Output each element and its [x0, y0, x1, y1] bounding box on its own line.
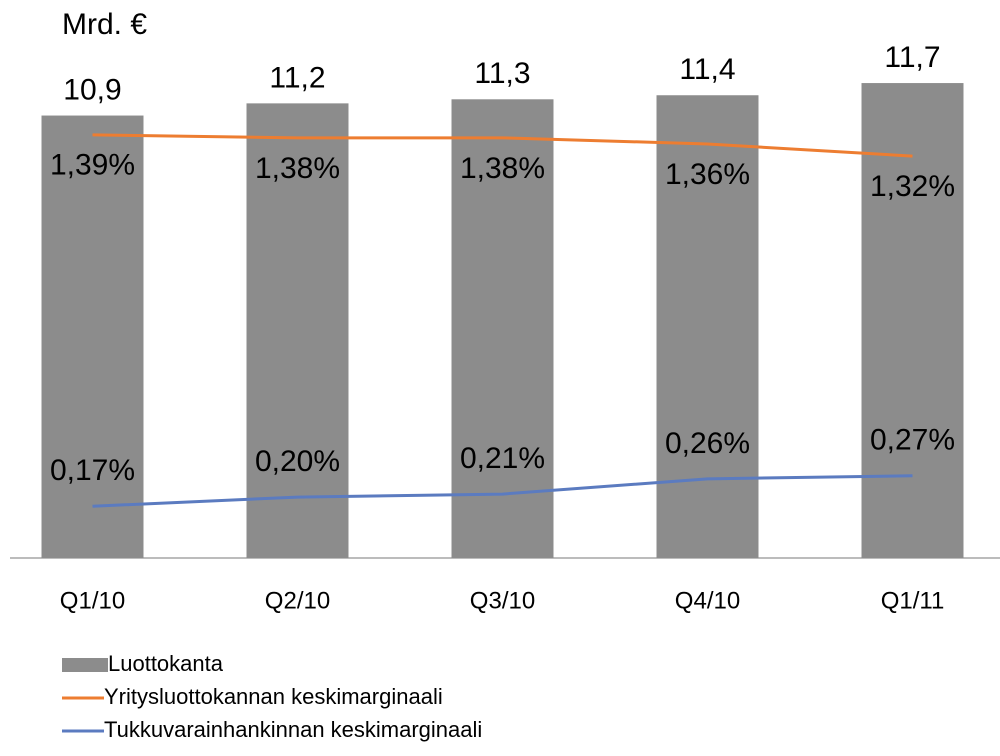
x-tick-label: Q1/11 [881, 587, 945, 614]
value-label: 0,17% [50, 454, 135, 487]
bar [246, 103, 349, 558]
value-label: 1,32% [870, 170, 955, 203]
value-label: 1,38% [255, 152, 340, 185]
value-label: 0,20% [255, 445, 340, 478]
value-label: 11,2 [269, 61, 325, 94]
legend-label: Yritysluottokannan keskimarginaali [104, 684, 443, 709]
line [92, 133, 913, 158]
bar [861, 83, 964, 559]
value-label: 11,3 [474, 57, 530, 90]
x-tick-label: Q2/10 [265, 587, 330, 614]
value-label: 1,39% [50, 149, 135, 182]
x-tick-label: Q3/10 [470, 587, 535, 614]
value-label: 0,26% [665, 427, 750, 460]
x-tick-label: Q1/10 [60, 587, 125, 614]
value-label: 0,21% [460, 442, 545, 475]
bar [41, 115, 144, 558]
value-label: 1,36% [665, 158, 750, 191]
value-label: 11,7 [884, 41, 940, 74]
value-label: 11,4 [679, 53, 735, 86]
value-label: 10,9 [63, 73, 121, 106]
bar [451, 99, 554, 558]
x-tick-label: Q4/10 [675, 587, 740, 614]
line [92, 474, 913, 508]
value-label: 1,38% [460, 152, 545, 185]
value-label: 0,27% [870, 424, 955, 457]
unit-label: Mrd. € [62, 8, 147, 41]
legend-label: Luottokanta [108, 651, 224, 676]
legend-label: Tukkuvarainhankinnan keskimarginaali [104, 717, 482, 742]
legend-swatch [62, 658, 108, 672]
